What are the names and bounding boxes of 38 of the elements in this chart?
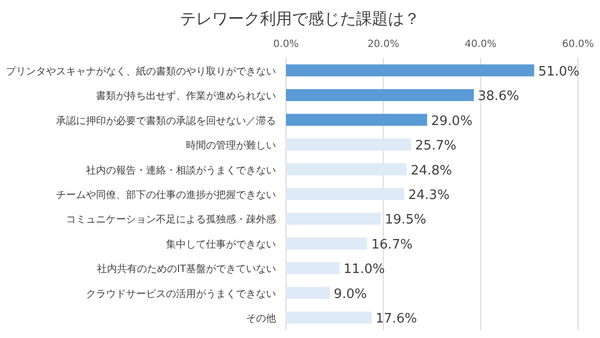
x-tick-label: 0.0% [273, 39, 299, 50]
y-tick-label: その他 [246, 312, 276, 325]
y-tick-label: 集中して仕事ができない [166, 238, 276, 250]
x-tick-label: 40.0% [464, 39, 497, 50]
bar [286, 138, 412, 151]
y-tick-label: クラウドサービスの活用がうまくできない [86, 288, 276, 300]
y-tick-label: チームや同僚、部下の仕事の進捗が把握できない [56, 189, 276, 201]
y-tick-label: コミュニケーション不足による孤独感・疎外感 [66, 214, 276, 226]
bar [286, 286, 330, 299]
data-label: 9.0% [334, 286, 367, 302]
y-tick-label: 社内共有のためのIT基盤ができていない [96, 263, 276, 276]
y-tick-label: 書類が持ち出せず、作業が進められない [96, 90, 276, 102]
bar [286, 114, 428, 126]
y-tick-label: 時間の管理が難しい [186, 140, 276, 152]
data-label: 16.7% [371, 237, 413, 252]
y-tick-label: 承認に押印が必要で書類の承認を回せない／滞る [56, 114, 276, 127]
x-tick-label: 60.0% [562, 39, 594, 50]
bar [286, 237, 368, 250]
bar [286, 64, 534, 76]
data-label: 11.0% [344, 262, 385, 278]
data-label: 25.7% [415, 138, 456, 154]
y-tick-label: プリンタやスキャナがなく、紙の書類のやり取りができない [6, 65, 276, 78]
data-label: 29.0% [431, 114, 472, 129]
bar [286, 163, 407, 176]
data-label: 24.3% [408, 188, 450, 203]
chart-title: テレワーク利用で感じた課題は？ [180, 9, 420, 28]
bar [286, 262, 340, 274]
data-label: 17.6% [376, 312, 417, 327]
bar [286, 188, 404, 200]
x-tick-label: 20.0% [367, 39, 400, 50]
y-tick-label: 社内の報告・連絡・相談がうまくできない [86, 164, 276, 176]
bar [286, 212, 381, 225]
data-label: 24.8% [410, 163, 452, 178]
bar [286, 312, 372, 324]
bar [286, 89, 474, 102]
data-label: 51.0% [538, 64, 580, 80]
data-label: 19.5% [384, 212, 426, 228]
data-label: 38.6% [478, 89, 520, 104]
